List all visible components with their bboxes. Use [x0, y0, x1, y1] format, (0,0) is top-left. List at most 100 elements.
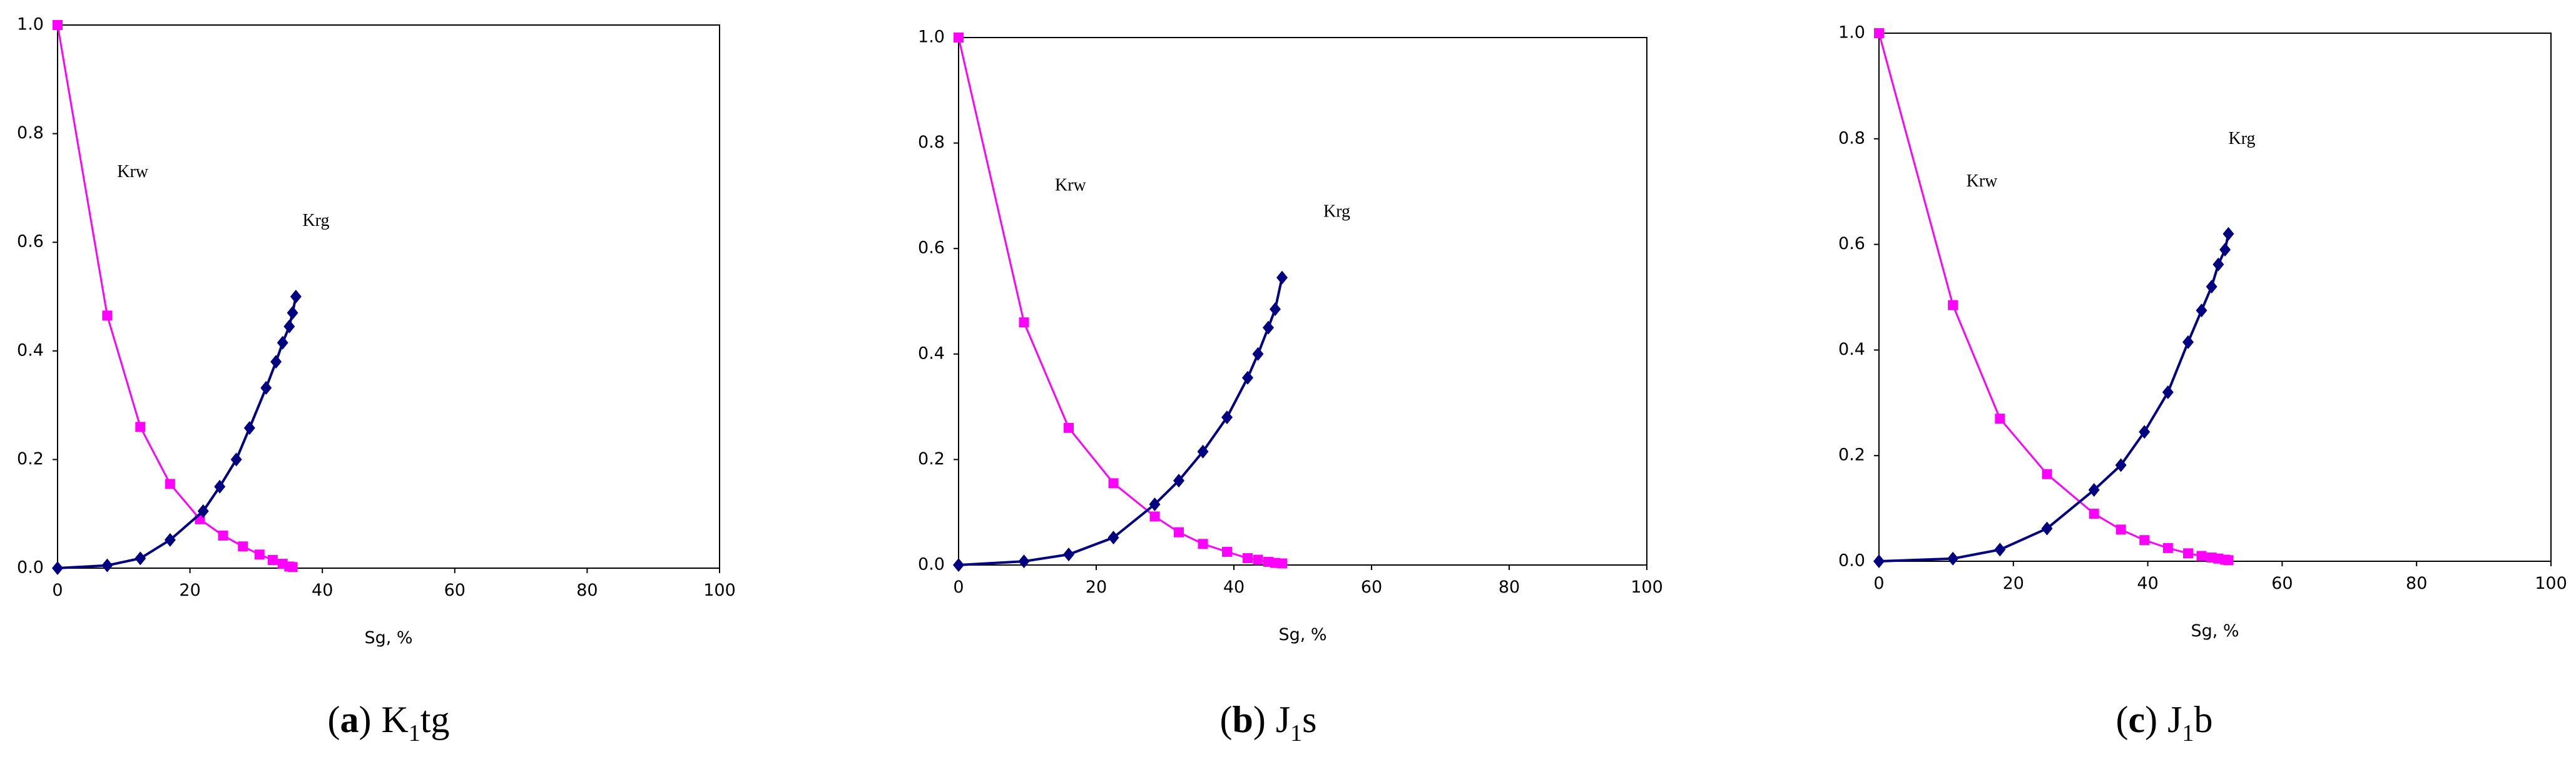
series-line [1878, 233, 2230, 563]
x-tick-label: 40 [312, 581, 333, 600]
point [2212, 257, 2224, 272]
point [1221, 410, 1233, 424]
x-tick-label: 100 [703, 581, 736, 600]
point [1018, 554, 1030, 569]
point [243, 421, 255, 435]
point [1198, 539, 1208, 549]
caption-open: ( [2116, 699, 2129, 740]
point [290, 290, 302, 303]
caption-letter: b [1232, 699, 1253, 740]
y-tick-label: 0.8 [1838, 128, 1865, 148]
point [1873, 554, 1885, 568]
point [135, 551, 146, 566]
caption-sub: 1 [1290, 720, 1302, 746]
caption-rest: tg [420, 699, 450, 740]
caption-main: J [1276, 699, 1290, 740]
point [2042, 469, 2052, 479]
chart-panel: 0.0 0.2 0.4 0.6 0.8 1.0 0 20 40 60 80 100 Sg, % Krw Kr… [1838, 23, 2567, 747]
point [2088, 483, 2100, 497]
point [2115, 524, 2126, 535]
series-label: Krg [1323, 202, 1350, 222]
point [1994, 542, 2006, 557]
x-tick-label: 60 [1361, 578, 1382, 597]
point [102, 310, 113, 321]
caption-close: ) [359, 699, 371, 740]
caption-main: K [381, 699, 408, 740]
point [164, 532, 176, 547]
point [1197, 444, 1209, 459]
y-tick-label: 0.0 [1838, 551, 1865, 571]
y-tick-label: 0.2 [918, 449, 945, 469]
point [1995, 414, 2005, 424]
point [287, 306, 298, 320]
point [2162, 385, 2174, 399]
y-tick-label: 0.4 [17, 340, 44, 360]
point [1149, 497, 1161, 512]
plot-frame [958, 37, 1647, 566]
y-tick-label: 0.8 [918, 133, 945, 152]
x-tick-label: 40 [2137, 574, 2158, 593]
plot-frame [1878, 33, 2552, 562]
point [2139, 425, 2151, 439]
series-label: Krg [2228, 129, 2255, 148]
point [1063, 547, 1074, 562]
x-tick-label: 80 [1499, 578, 1520, 597]
point [1222, 546, 1232, 557]
point [2115, 458, 2127, 472]
x-tick-label: 0 [52, 581, 63, 600]
point [1243, 553, 1253, 564]
point [1947, 551, 1959, 566]
x-tick-label: 100 [1631, 578, 1663, 597]
point [2162, 542, 2173, 553]
point [1263, 320, 1274, 335]
point [1874, 28, 1884, 38]
y-tick-label: 0.2 [17, 449, 44, 469]
point [214, 479, 226, 494]
x-tick-label: 100 [2535, 574, 2567, 593]
x-tick-label: 0 [1873, 574, 1884, 593]
point [953, 558, 964, 572]
point [1174, 527, 1184, 537]
point [287, 562, 298, 573]
caption-main: J [2167, 699, 2182, 740]
caption-rest: s [1302, 699, 1316, 740]
series-label: Krw [117, 162, 149, 181]
point [101, 558, 113, 573]
point [1108, 478, 1119, 489]
point [135, 422, 146, 432]
point [1276, 270, 1288, 285]
point [1173, 474, 1184, 488]
point [254, 549, 265, 560]
point [2041, 521, 2053, 536]
x-tick-label: 20 [1086, 578, 1107, 597]
y-tick-label: 0.4 [918, 344, 945, 363]
y-tick-label: 0.2 [1838, 446, 1865, 465]
point [2222, 227, 2234, 241]
x-axis-label: Sg, % [2191, 621, 2239, 641]
caption-sub: 1 [2182, 720, 2194, 746]
caption-close: ) [1253, 699, 1266, 740]
point [277, 335, 288, 350]
y-tick-label: 1.0 [1838, 23, 1865, 43]
series-label: Krw [1055, 175, 1087, 195]
series-line [1878, 33, 2229, 561]
caption-letter: a [340, 699, 359, 740]
x-axis-label: Sg, % [1278, 625, 1326, 644]
series-label: Krw [1967, 171, 1998, 191]
point [230, 452, 242, 467]
x-tick-label: 20 [2003, 574, 2024, 593]
caption: (b) J1s [1219, 699, 1316, 746]
point [53, 20, 63, 30]
point [1270, 302, 1281, 317]
y-tick-label: 0.6 [17, 232, 44, 252]
series-line [958, 277, 1283, 566]
y-tick-label: 0.6 [918, 238, 945, 258]
x-tick-label: 80 [2406, 574, 2427, 593]
caption-sub: 1 [409, 720, 420, 746]
caption: (c) J1b [2116, 699, 2213, 746]
point [1019, 317, 1029, 328]
point [197, 504, 209, 518]
y-tick-label: 0.4 [1838, 340, 1865, 359]
point [1948, 300, 1958, 310]
point [2223, 555, 2234, 566]
